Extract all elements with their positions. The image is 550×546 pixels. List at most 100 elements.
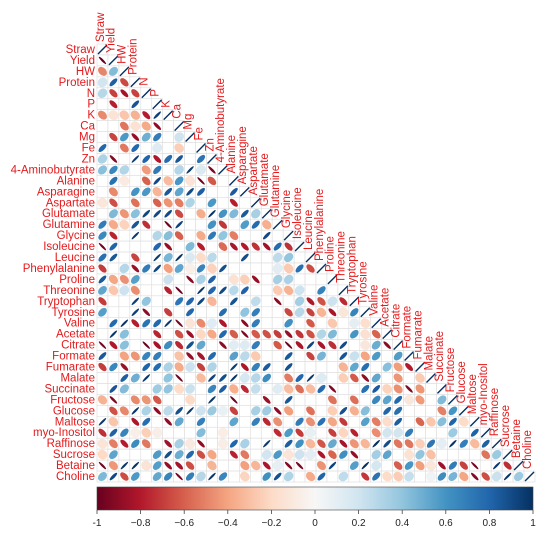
matrix-cell [293, 317, 306, 329]
matrix-cell [250, 470, 262, 483]
correlation-ellipse [185, 438, 196, 449]
correlation-ellipse [120, 78, 129, 87]
correlation-ellipse [164, 308, 173, 317]
diagonal-line [239, 186, 250, 197]
correlation-ellipse [120, 89, 129, 98]
correlation-ellipse [229, 450, 238, 459]
matrix-cell [118, 251, 131, 264]
correlation-ellipse [241, 319, 249, 328]
matrix-cell [315, 273, 328, 286]
matrix-cell [162, 350, 174, 362]
matrix-cell [315, 317, 328, 329]
correlation-ellipse [251, 417, 260, 426]
diagonal-line [207, 154, 217, 164]
diagonal-line [119, 66, 130, 77]
correlation-ellipse [250, 296, 261, 307]
matrix-cell [293, 470, 306, 483]
correlation-ellipse [131, 319, 140, 328]
matrix-cell [392, 448, 404, 461]
correlation-ellipse [371, 417, 381, 427]
correlation-ellipse [218, 472, 228, 481]
matrix-cell [184, 153, 196, 165]
correlation-ellipse [163, 406, 173, 416]
correlation-ellipse [503, 472, 512, 481]
correlation-ellipse [186, 450, 195, 459]
correlation-ellipse [164, 187, 173, 196]
matrix-cell [118, 153, 131, 165]
correlation-ellipse [306, 308, 315, 317]
matrix-cell [228, 262, 240, 275]
column-label: Ca [171, 103, 183, 118]
matrix-cell [370, 361, 382, 373]
correlation-ellipse [174, 362, 184, 372]
correlation-ellipse [240, 220, 250, 230]
correlation-ellipse [294, 296, 305, 307]
correlation-ellipse [164, 461, 173, 470]
matrix-cell [436, 426, 448, 439]
correlation-ellipse [306, 417, 316, 427]
matrix-cell [348, 339, 361, 351]
correlation-ellipse [207, 220, 217, 229]
matrix-cell [184, 142, 196, 154]
correlation-ellipse [229, 351, 239, 361]
matrix-cell [326, 361, 339, 373]
correlation-ellipse [109, 176, 118, 185]
correlation-ellipse [175, 406, 183, 415]
matrix-cell [271, 361, 284, 373]
correlation-ellipse [163, 263, 173, 274]
correlation-ellipse [131, 133, 140, 141]
matrix-cell [414, 426, 426, 439]
correlation-ellipse [98, 461, 107, 470]
matrix-cell [151, 218, 163, 231]
matrix-cell [250, 448, 262, 461]
correlation-ellipse [371, 460, 382, 471]
correlation-ellipse [153, 406, 162, 415]
matrix-cell [184, 207, 196, 220]
colorbar-tick-label: 0.6 [439, 518, 453, 529]
correlation-ellipse [175, 155, 184, 163]
correlation-ellipse [142, 154, 151, 163]
column-label: Succinate [434, 331, 446, 382]
correlation-ellipse [130, 198, 140, 208]
matrix-cell [414, 405, 426, 417]
row-label: Malate [60, 372, 95, 384]
correlation-ellipse [196, 373, 206, 383]
correlation-ellipse [339, 406, 348, 415]
matrix-cell [337, 459, 350, 472]
matrix-cell [228, 470, 240, 483]
correlation-ellipse [207, 286, 216, 295]
correlation-ellipse [185, 252, 196, 263]
correlation-ellipse [109, 385, 118, 393]
correlation-ellipse [218, 231, 228, 241]
correlation-ellipse [393, 461, 403, 470]
diagonal-line [513, 460, 524, 471]
diagonal-line [130, 77, 141, 88]
correlation-ellipse [119, 175, 130, 186]
correlation-ellipse [284, 308, 293, 317]
correlation-ellipse [372, 472, 381, 481]
correlation-ellipse [196, 362, 206, 372]
matrix-cell [293, 251, 306, 264]
correlation-ellipse [262, 329, 271, 339]
matrix-cell [271, 317, 284, 329]
row-label: Succinate [44, 383, 95, 395]
correlation-ellipse [153, 132, 162, 142]
matrix-cell [107, 306, 120, 319]
correlation-ellipse [175, 461, 184, 470]
matrix-cell [250, 251, 262, 264]
matrix-cell [96, 131, 109, 143]
row-label: Threonine [43, 285, 95, 297]
row-label: Citrate [61, 340, 95, 352]
correlation-ellipse [185, 461, 195, 470]
correlation-ellipse [207, 231, 217, 240]
correlation-ellipse [317, 472, 326, 481]
correlation-ellipse [142, 319, 151, 328]
correlation-ellipse [175, 319, 183, 327]
correlation-ellipse [108, 439, 118, 449]
correlation-ellipse [273, 472, 282, 481]
row-label: myo-Inositol [33, 427, 95, 439]
matrix-cell [184, 426, 196, 439]
correlation-ellipse [109, 330, 118, 338]
correlation-ellipse [250, 351, 261, 361]
correlation-ellipse [174, 143, 184, 153]
